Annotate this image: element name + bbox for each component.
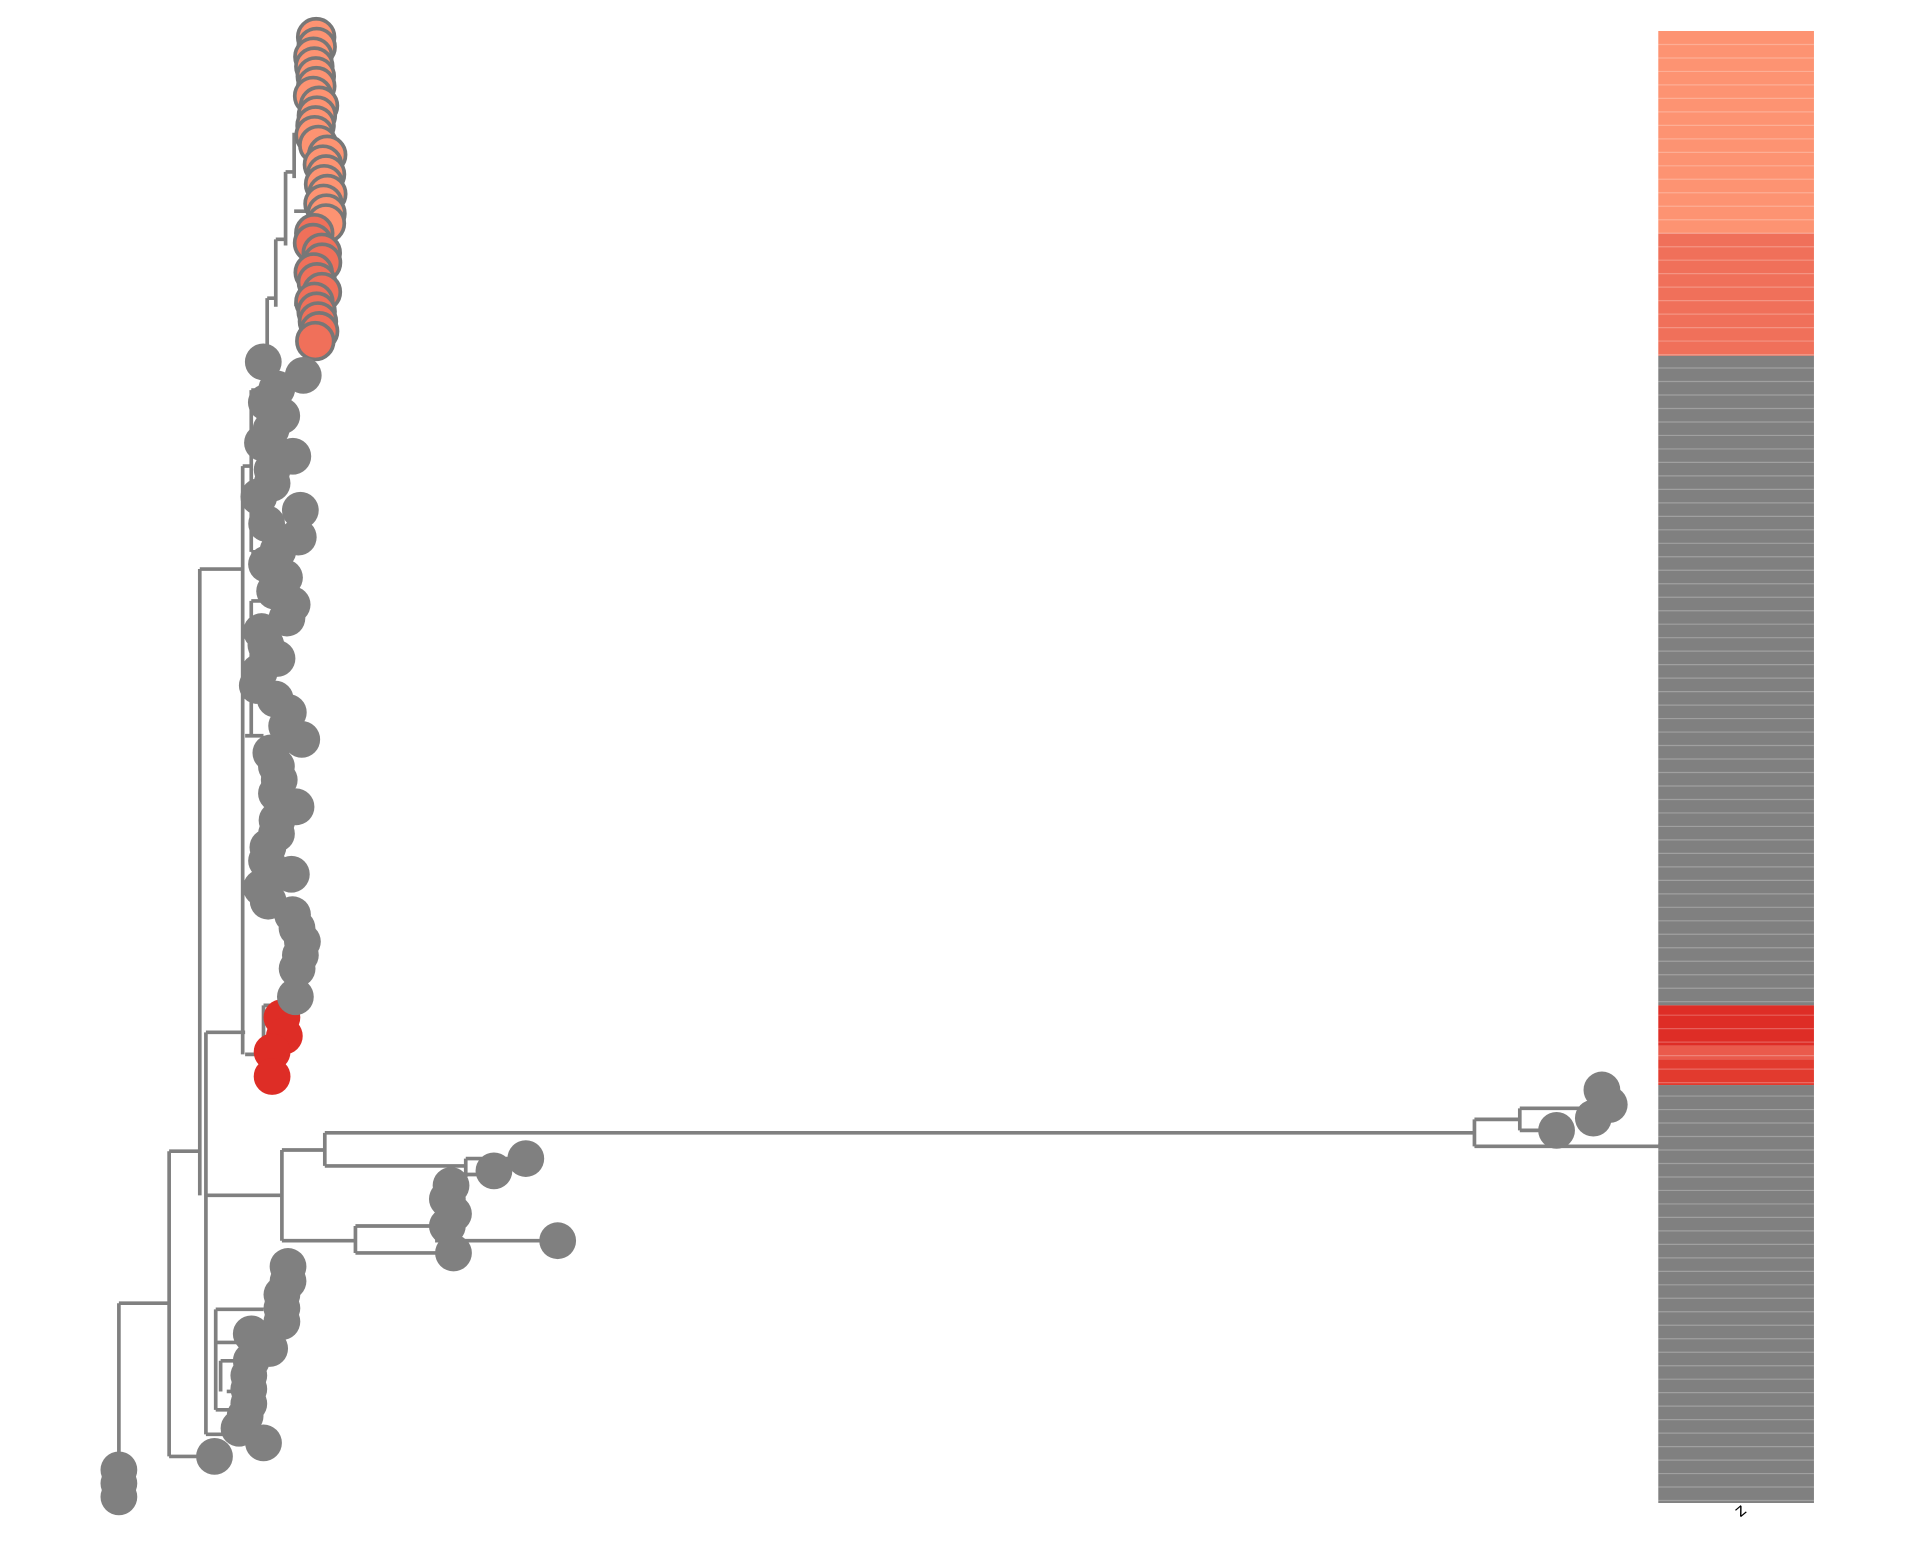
heat-block bbox=[1658, 1085, 1814, 1503]
heat-block bbox=[1658, 1005, 1814, 1046]
heatmap-column-label: z bbox=[1731, 1500, 1751, 1521]
leaf-node bbox=[272, 855, 310, 893]
leaf-node bbox=[278, 950, 316, 987]
branch bbox=[197, 567, 282, 1437]
heat-block bbox=[1658, 30, 1814, 234]
leaf-node bbox=[1574, 1099, 1612, 1137]
branch bbox=[117, 1149, 215, 1484]
leaf-node bbox=[283, 721, 321, 758]
leaf-node bbox=[100, 1478, 138, 1516]
leaf-node bbox=[281, 491, 319, 529]
leaf-node bbox=[276, 978, 314, 1016]
leaf-node bbox=[539, 1222, 577, 1260]
leaf-node bbox=[196, 1438, 233, 1475]
heat-block bbox=[1658, 1059, 1814, 1086]
branches bbox=[117, 132, 1680, 1484]
heatmap bbox=[1658, 30, 1814, 1503]
heat-block bbox=[1658, 355, 1814, 1006]
leaf-node bbox=[507, 1140, 545, 1177]
leaf-node bbox=[253, 1058, 291, 1095]
heat-block bbox=[1658, 233, 1814, 356]
leaves bbox=[100, 16, 1696, 1516]
branch bbox=[213, 1307, 264, 1412]
leaf-node bbox=[1538, 1112, 1575, 1149]
heat-block bbox=[1658, 1045, 1814, 1060]
leaf-node bbox=[245, 1424, 282, 1462]
leaf-node bbox=[435, 1234, 472, 1272]
leaf-node bbox=[295, 320, 336, 362]
leaf-node bbox=[475, 1152, 513, 1190]
